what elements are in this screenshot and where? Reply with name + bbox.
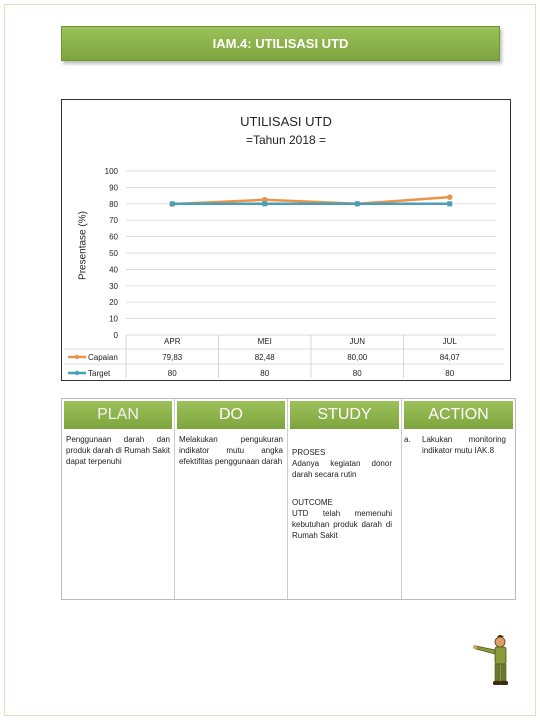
data-point-target <box>169 201 175 207</box>
pdsa-study-outcome-text: UTD telah memenuhi kebutuhan produk dara… <box>292 509 392 540</box>
data-value-label: 80 <box>168 369 177 378</box>
legend-marker <box>74 370 80 376</box>
pdsa-action-text: Lakukan monitoring indikator mutu IAK.8 <box>422 435 506 455</box>
chart-plot: 0 10 20 30 40 50 60 70 80 90 100 APR MEI JUN JUL Capaia… <box>64 167 504 378</box>
x-category-label: MEI <box>258 337 272 346</box>
y-tick-label: 50 <box>109 249 118 258</box>
data-point-capaian <box>446 194 453 200</box>
data-value-label: 84,07 <box>440 353 461 362</box>
y-tick-label: 20 <box>109 298 118 307</box>
legend-label: Capaian <box>88 353 118 362</box>
pdsa-plan-column: PLAN Penggunaan darah dan produk darah d… <box>62 399 175 599</box>
data-point-target <box>447 201 453 207</box>
data-point-target <box>354 201 360 207</box>
y-tick-label: 0 <box>114 331 119 340</box>
legend-label: Target <box>88 369 111 378</box>
pointing-figure-icon <box>473 635 508 685</box>
pdsa-action-marker: a. <box>404 435 411 444</box>
data-value-label: 80,00 <box>347 353 368 362</box>
page-title-text: IAM.4: UTILISASI UTD <box>212 36 349 51</box>
data-value-label: 82,48 <box>255 353 276 362</box>
data-value-label: 80 <box>353 369 362 378</box>
data-value-label: 80 <box>445 369 454 378</box>
data-value-label: 80 <box>260 369 269 378</box>
y-tick-label: 40 <box>109 265 118 274</box>
x-category-label: JUL <box>443 337 458 346</box>
pdsa-plan-text: Penggunaan darah dan produk darah di Rum… <box>66 435 170 466</box>
y-tick-label: 90 <box>109 183 118 192</box>
pdsa-study-proses-text: Adanya kegiatan donor darah secara rutin <box>292 459 392 479</box>
data-point-target <box>262 201 268 207</box>
x-category-label: APR <box>164 337 181 346</box>
pdsa-do-heading: DO <box>177 401 285 429</box>
pdsa-study-outcome-label: OUTCOME <box>292 498 333 507</box>
y-tick-label: 80 <box>109 200 118 209</box>
pdsa-study-column: STUDY PROSES Adanya kegiatan donor darah… <box>288 399 402 599</box>
page-title: IAM.4: UTILISASI UTD <box>61 26 500 61</box>
y-tick-label: 100 <box>105 167 119 176</box>
data-point-capaian <box>261 196 268 203</box>
y-tick-label: 70 <box>109 216 118 225</box>
chart: UTILISASI UTD =Tahun 2018 = Presentase (… <box>61 99 511 381</box>
data-value-label: 79,83 <box>162 353 183 362</box>
pdsa-action-column: ACTION a. Lakukan monitoring indikator m… <box>402 399 515 599</box>
series-line-capaian <box>172 195 450 206</box>
chart-title: UTILISASI UTD <box>240 114 332 129</box>
pdsa-table: PLAN Penggunaan darah dan produk darah d… <box>61 398 516 600</box>
pdsa-plan-heading: PLAN <box>64 401 172 429</box>
chart-subtitle: =Tahun 2018 = <box>245 133 327 147</box>
y-tick-label: 30 <box>109 282 118 291</box>
x-category-label: JUN <box>349 337 365 346</box>
pdsa-study-proses-label: PROSES <box>292 448 326 457</box>
pdsa-study-heading: STUDY <box>290 401 399 429</box>
pdsa-do-text: Melakukan pengukuran indikator mutu angk… <box>179 435 283 466</box>
legend-marker <box>74 354 80 360</box>
pdsa-action-heading: ACTION <box>404 401 513 429</box>
y-tick-label: 60 <box>109 233 118 242</box>
pdsa-do-column: DO Melakukan pengukuran indikator mutu a… <box>175 399 288 599</box>
y-tick-label: 10 <box>109 315 118 324</box>
